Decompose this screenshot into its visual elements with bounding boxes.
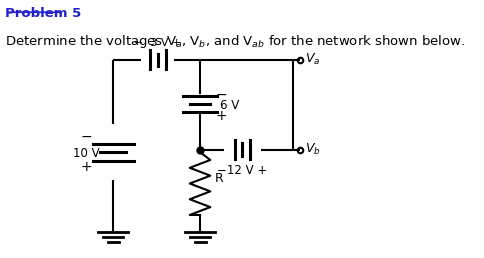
Text: −: −	[215, 88, 227, 102]
Text: $V_b$: $V_b$	[304, 142, 320, 157]
Text: $V_a$: $V_a$	[304, 52, 319, 67]
Text: Problem 5: Problem 5	[5, 7, 81, 20]
Text: +: +	[80, 160, 92, 174]
Text: 10 V: 10 V	[73, 147, 100, 160]
Text: +: +	[215, 109, 227, 123]
Text: Determine the voltages V$_a$, V$_b$, and V$_{ab}$ for the network shown below.: Determine the voltages V$_a$, V$_b$, and…	[5, 33, 465, 50]
Text: −12 V +: −12 V +	[217, 164, 267, 176]
Text: −: −	[80, 130, 92, 144]
Text: 6 V: 6 V	[220, 99, 239, 112]
Text: −  3 V +: − 3 V +	[134, 38, 181, 48]
Text: R: R	[214, 172, 223, 185]
